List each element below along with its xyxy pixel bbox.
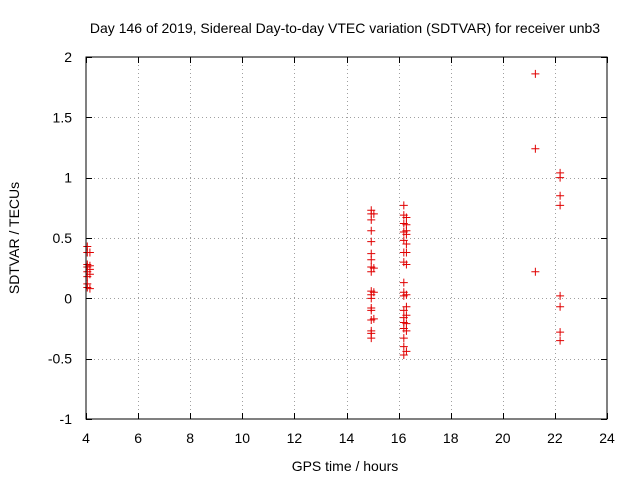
x-tick-label: 18 [443, 430, 459, 446]
data-point [556, 302, 565, 311]
data-point [399, 342, 408, 351]
data-point [399, 334, 408, 343]
data-point [85, 270, 94, 279]
data-point [399, 278, 408, 287]
data-points [83, 69, 565, 360]
data-point [367, 226, 376, 235]
x-tick-label: 24 [599, 430, 615, 446]
x-axis-label: GPS time / hours [292, 458, 399, 474]
plot-frame [85, 56, 608, 420]
data-point [367, 215, 376, 224]
data-point [369, 314, 378, 323]
data-point [402, 240, 411, 249]
x-tick-label: 4 [82, 430, 90, 446]
data-point [402, 213, 411, 222]
data-point [402, 230, 411, 239]
data-point [367, 255, 376, 264]
data-point [531, 267, 540, 276]
x-tick-label: 16 [391, 430, 407, 446]
data-point [85, 284, 94, 293]
data-point [369, 209, 378, 218]
grid-layer [86, 57, 607, 419]
data-point [402, 326, 411, 335]
data-point [531, 144, 540, 153]
data-point [402, 248, 411, 257]
x-tick-label: 8 [186, 430, 194, 446]
x-tick-label: 22 [547, 430, 563, 446]
y-axis-label: SDTVAR / TECUs [6, 182, 22, 294]
x-tick-label: 12 [287, 430, 303, 446]
data-point [369, 264, 378, 273]
data-point [556, 201, 565, 210]
y-tick-label: -0.5 [48, 351, 72, 367]
data-point [367, 237, 376, 246]
x-tick-label: 14 [339, 430, 355, 446]
data-point [556, 336, 565, 345]
data-point [399, 201, 408, 210]
data-point [369, 288, 378, 297]
data-point [367, 294, 376, 303]
y-tick-label: -1 [60, 411, 73, 427]
data-point [402, 347, 411, 356]
data-point [556, 191, 565, 200]
y-tick-label: 1.5 [53, 109, 73, 125]
data-point [556, 291, 565, 300]
data-point [556, 328, 565, 337]
y-tick-label: 0.5 [53, 230, 73, 246]
chart-title: Day 146 of 2019, Sidereal Day-to-day VTE… [90, 20, 600, 36]
y-tick-label: 0 [64, 290, 72, 306]
x-tick-label: 6 [134, 430, 142, 446]
x-tick-label: 20 [495, 430, 511, 446]
x-tick-label: 10 [235, 430, 251, 446]
data-point [402, 302, 411, 311]
data-point [367, 334, 376, 343]
data-point [402, 311, 411, 320]
data-point [556, 173, 565, 182]
data-point [367, 306, 376, 315]
tick-labels: 4 6 8 10 12 14 16 18 20 22 24 -1 -0.5 0 0.5 1 1.5 2 [48, 49, 615, 446]
data-point [85, 248, 94, 257]
data-point [531, 69, 540, 78]
tick-layer [86, 57, 608, 420]
data-point [402, 260, 411, 269]
data-point [402, 319, 411, 328]
data-point [402, 290, 411, 299]
y-tick-label: 2 [64, 49, 72, 65]
y-tick-label: 1 [64, 170, 72, 186]
